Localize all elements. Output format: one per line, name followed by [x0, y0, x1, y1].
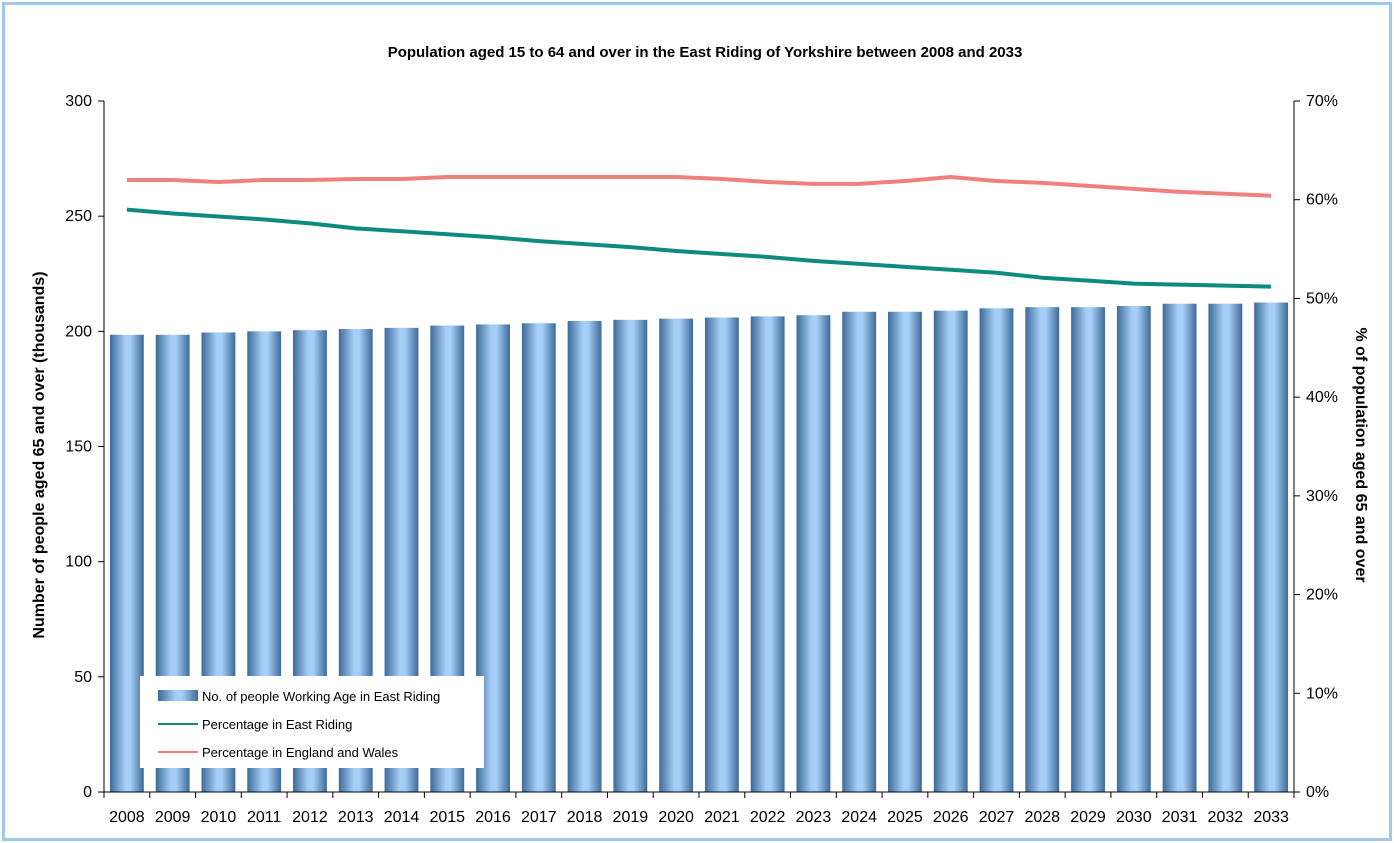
bar-2018 — [567, 320, 602, 792]
bar-2008 — [109, 334, 144, 792]
y-left-tick-label: 300 — [65, 93, 92, 110]
x-tick-label: 2009 — [155, 809, 191, 826]
x-tick-label: 2022 — [750, 809, 786, 826]
y-left-tick-label: 150 — [65, 439, 92, 456]
bar-2032 — [1208, 303, 1243, 792]
x-tick-label: 2010 — [201, 809, 237, 826]
y-left-tick-label: 200 — [65, 323, 92, 340]
legend-label: No. of people Working Age in East Riding — [202, 689, 440, 704]
y-right-tick-label: 0% — [1306, 784, 1329, 801]
bar-2020 — [659, 318, 694, 792]
bar-2024 — [842, 311, 877, 792]
x-tick-label: 2015 — [429, 809, 465, 826]
bar-2030 — [1116, 305, 1151, 792]
chart-title: Population aged 15 to 64 and over in the… — [388, 44, 1023, 61]
x-tick-label: 2026 — [933, 809, 969, 826]
y-right-tick-label: 40% — [1306, 389, 1338, 406]
y-right-tick-label: 20% — [1306, 587, 1338, 604]
y-left-tick-label: 50 — [74, 669, 92, 686]
y-axis-right-label: % of population aged 65 and over — [1352, 327, 1369, 582]
y-left-tick-label: 100 — [65, 554, 92, 571]
x-tick-label: 2014 — [384, 809, 420, 826]
x-tick-label: 2021 — [704, 809, 740, 826]
bar-2021 — [704, 317, 739, 792]
bar-2025 — [888, 311, 922, 792]
y-right-tick-label: 10% — [1306, 685, 1338, 702]
y-left-tick-label: 250 — [65, 208, 92, 225]
x-tick-label: 2013 — [338, 809, 374, 826]
bar-2033 — [1254, 302, 1289, 792]
legend-bar-swatch — [158, 690, 198, 701]
x-tick-label: 2027 — [979, 809, 1015, 826]
x-tick-label: 2030 — [1116, 809, 1152, 826]
x-tick-label: 2029 — [1070, 809, 1106, 826]
x-tick-label: 2032 — [1208, 809, 1244, 826]
x-tick-label: 2011 — [247, 809, 282, 826]
x-tick-label: 2028 — [1024, 809, 1060, 826]
bar-2017 — [521, 323, 556, 792]
bar-2029 — [1071, 307, 1105, 792]
bar-2027 — [979, 308, 1014, 792]
y-right-tick-label: 60% — [1306, 192, 1338, 209]
line-percentage-in-east-riding — [126, 207, 1272, 289]
y-left-tick-label: 0 — [83, 784, 92, 801]
y-right-tick-label: 30% — [1306, 488, 1338, 505]
x-tick-label: 2023 — [796, 809, 832, 826]
bar-2022 — [750, 316, 785, 792]
bar-2026 — [933, 310, 968, 792]
x-tick-label: 2012 — [292, 809, 328, 826]
y-axis-left-label: Number of people aged 65 and over (thous… — [31, 271, 48, 638]
x-tick-label: 2017 — [521, 809, 557, 826]
x-tick-label: 2018 — [567, 809, 603, 826]
line-percentage-in-england-and-wales — [126, 175, 1272, 198]
y-right-tick-label: 50% — [1306, 290, 1338, 307]
legend-label: Percentage in England and Wales — [202, 745, 399, 760]
y-right-tick-label: 70% — [1306, 93, 1338, 110]
bar-2031 — [1162, 303, 1197, 792]
bar-2019 — [613, 319, 648, 792]
x-tick-label: 2033 — [1253, 809, 1289, 826]
x-tick-label: 2008 — [109, 809, 145, 826]
x-tick-label: 2019 — [613, 809, 649, 826]
x-tick-label: 2016 — [475, 809, 511, 826]
legend-label: Percentage in East Riding — [202, 717, 352, 732]
x-tick-label: 2024 — [841, 809, 877, 826]
x-tick-label: 2025 — [887, 809, 923, 826]
bar-2023 — [796, 315, 831, 792]
bar-2028 — [1025, 307, 1060, 792]
x-tick-label: 2031 — [1162, 809, 1198, 826]
x-tick-label: 2020 — [658, 809, 694, 826]
legend: No. of people Working Age in East Riding… — [140, 676, 484, 768]
